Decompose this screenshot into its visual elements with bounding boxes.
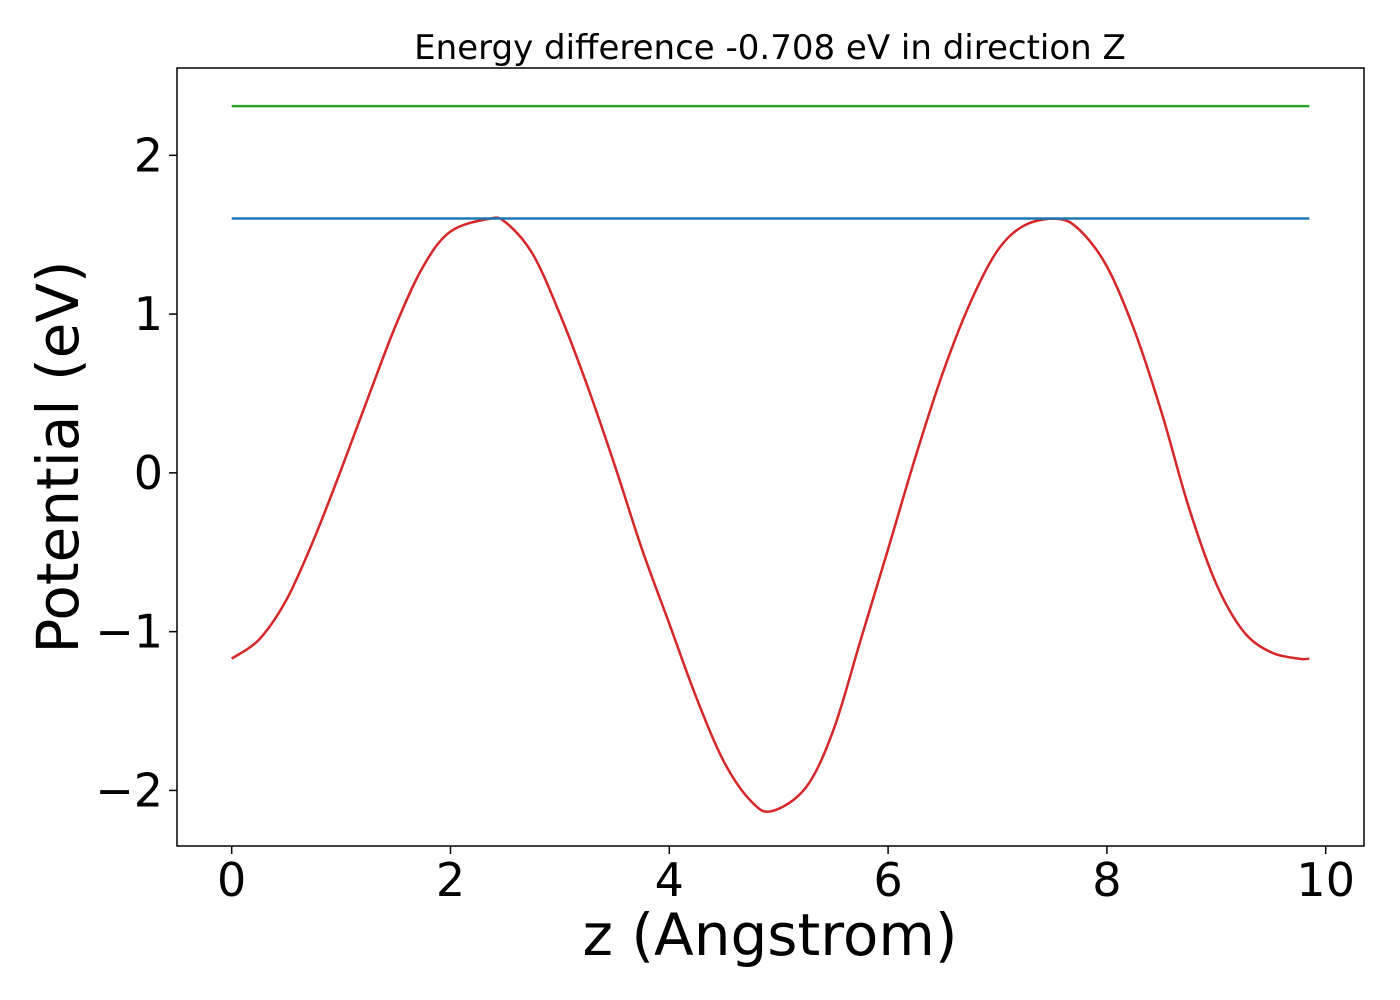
potential-curve-line [230,216,1310,813]
x-axis-label: z (Angstrom) [583,901,958,969]
y-tick-label: 0 [134,446,163,500]
x-tick-label: 4 [655,853,684,907]
y-axis-ticks: −2 −1 0 1 2 [95,128,177,817]
x-tick-label: 10 [1296,853,1355,907]
y-tick-label: 2 [134,128,163,182]
y-tick-label: −2 [95,763,163,817]
plot-area [176,67,1365,847]
chart-title: Energy difference -0.708 eV in direction… [414,28,1126,68]
x-axis-ticks: 0 2 4 6 8 10 [217,846,1355,907]
x-tick-label: 6 [873,853,902,907]
series-layer [230,104,1310,813]
y-tick-label: 1 [134,287,163,341]
y-tick-label: −1 [95,605,163,659]
x-tick-label: 8 [1092,853,1121,907]
x-tick-label: 2 [436,853,465,907]
x-tick-label: 0 [217,853,246,907]
y-axis-label: Potential (eV) [24,260,92,653]
